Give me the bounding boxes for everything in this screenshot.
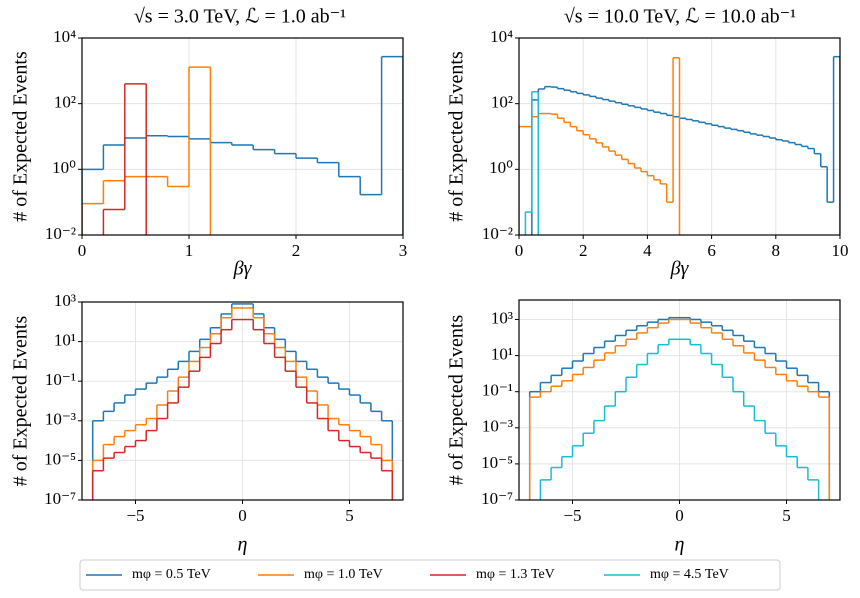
y-tick-label: 10⁻¹ xyxy=(482,381,513,400)
y-tick-label: 10² xyxy=(491,93,513,112)
axes-frame xyxy=(81,37,404,236)
axes-frame xyxy=(81,301,404,501)
y-tick-label: 10⁻² xyxy=(45,224,76,243)
legend-label: mφ = 0.5 TeV xyxy=(132,567,211,582)
x-axis-label: βγ xyxy=(233,258,253,280)
y-tick-label: 10¹ xyxy=(491,344,513,363)
x-tick-label: 2 xyxy=(292,241,301,260)
x-tick-label: −5 xyxy=(126,506,144,525)
x-axis-label: βγ xyxy=(670,258,690,280)
x-tick-label: 5 xyxy=(345,506,354,525)
x-tick-label: 5 xyxy=(782,506,791,525)
y-tick-label: 10⁻³ xyxy=(45,410,76,429)
y-tick-label: 10⁰ xyxy=(52,158,76,177)
x-tick-label: 1 xyxy=(185,241,194,260)
axes-frame xyxy=(518,37,841,236)
x-tick-label: 0 xyxy=(675,506,684,525)
x-tick-label: 0 xyxy=(78,241,87,260)
plot-area xyxy=(91,303,394,500)
x-tick-label: 10 xyxy=(832,241,849,260)
x-tick-label: 6 xyxy=(707,241,716,260)
y-axis-label: # of Expected Events xyxy=(10,51,32,222)
x-tick-label: 8 xyxy=(772,241,781,260)
x-axis-label: η xyxy=(238,534,248,556)
x-tick-label: 0 xyxy=(238,506,247,525)
legend-label: mφ = 4.5 TeV xyxy=(650,567,729,582)
y-axis-label: # of Expected Events xyxy=(446,51,468,222)
chart-title: √s = 3.0 TeV, ℒ = 1.0 ab⁻¹ xyxy=(134,6,346,28)
x-tick-label: 4 xyxy=(643,241,652,260)
x-axis-label: η xyxy=(675,534,685,556)
y-tick-label: 10⁴ xyxy=(490,27,513,46)
y-axis-label: # of Expected Events xyxy=(10,316,32,487)
y-tick-label: 10¹ xyxy=(54,331,76,350)
y-tick-label: 10⁻⁷ xyxy=(481,489,513,508)
y-tick-label: 10³ xyxy=(491,308,513,327)
y-tick-label: 10³ xyxy=(54,291,76,310)
x-tick-label: 2 xyxy=(579,241,588,260)
y-tick-label: 10⁴ xyxy=(53,27,76,46)
y-tick-label: 10⁰ xyxy=(489,158,513,177)
x-tick-label: 0 xyxy=(515,241,524,260)
y-tick-label: 10⁻¹ xyxy=(45,370,76,389)
plot-area xyxy=(82,55,403,235)
plot-area xyxy=(528,316,831,500)
y-axis-label: # of Expected Events xyxy=(446,315,468,486)
x-tick-label: 3 xyxy=(399,241,408,260)
y-tick-label: 10⁻⁵ xyxy=(44,449,76,468)
legend-label: mφ = 1.0 TeV xyxy=(304,567,383,582)
y-tick-label: 10⁻⁷ xyxy=(44,489,76,508)
plot-area xyxy=(519,55,840,235)
x-tick-label: −5 xyxy=(563,506,581,525)
y-tick-label: 10² xyxy=(54,93,76,112)
y-tick-label: 10⁻² xyxy=(482,224,513,243)
y-tick-label: 10⁻³ xyxy=(482,417,513,436)
chart-title: √s = 10.0 TeV, ℒ = 10.0 ab⁻¹ xyxy=(564,6,796,28)
y-tick-label: 10⁻⁵ xyxy=(481,453,513,472)
axes-frame xyxy=(518,299,841,501)
legend-label: mφ = 1.3 TeV xyxy=(476,567,555,582)
